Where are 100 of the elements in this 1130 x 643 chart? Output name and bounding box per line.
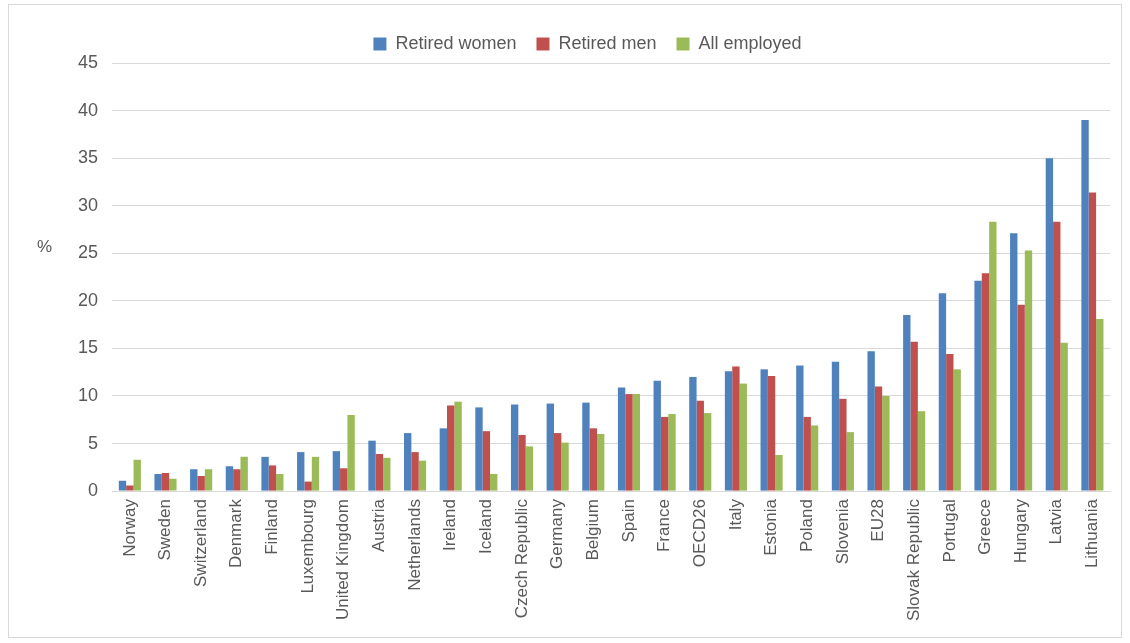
bar <box>261 456 269 491</box>
bar <box>589 428 597 491</box>
bar <box>989 221 997 491</box>
y-axis-title: % <box>37 236 53 256</box>
x-tick-label: Austria <box>369 498 389 553</box>
bar <box>1053 221 1061 491</box>
bar <box>775 454 783 491</box>
bar <box>974 280 982 491</box>
bar <box>240 456 248 491</box>
x-tick-label: Greece <box>975 499 995 555</box>
x-tick-label: France <box>654 499 674 553</box>
bar <box>454 401 462 491</box>
bar <box>482 431 491 491</box>
y-tick-label: 20 <box>77 289 99 310</box>
bar <box>1060 342 1068 491</box>
bar <box>197 475 205 491</box>
x-tick-label: Estonia <box>761 498 781 556</box>
bar <box>276 473 284 491</box>
bar <box>510 404 519 491</box>
bar <box>689 376 697 491</box>
x-tick-label: Slovenia <box>832 498 852 565</box>
bar <box>561 442 569 491</box>
bar <box>439 428 448 491</box>
x-tick-label: Luxembourg <box>297 499 317 594</box>
bar <box>1045 158 1054 491</box>
bar <box>169 478 177 491</box>
x-tick-label: Spain <box>618 499 638 543</box>
x-tick-label: Netherlands <box>404 499 424 591</box>
bar <box>696 400 704 491</box>
bar <box>839 398 847 491</box>
x-tick-label: Latvia <box>1046 498 1066 545</box>
x-tick-label: Germany <box>547 498 567 570</box>
bar <box>518 434 526 491</box>
x-tick-label: Slovak Republic <box>903 498 923 622</box>
x-tick-label: Belgium <box>583 499 602 561</box>
y-tick-label: 5 <box>88 432 99 453</box>
bar <box>732 366 740 491</box>
bar <box>447 405 455 491</box>
bar <box>668 414 676 491</box>
x-tick-label: Lithuania <box>1082 498 1102 569</box>
legend-label: All employed <box>698 32 802 53</box>
bar <box>653 380 661 491</box>
legend-label: Retired men <box>558 32 657 53</box>
bar <box>981 273 990 491</box>
bar <box>625 394 633 491</box>
bar <box>917 411 926 491</box>
x-tick-label: Portugal <box>939 499 959 563</box>
bar <box>1024 250 1033 491</box>
bar <box>225 466 234 491</box>
bar <box>953 369 961 491</box>
bar <box>233 469 241 491</box>
x-tick-label: Italy <box>725 498 745 531</box>
x-tick-label: United Kingdom <box>333 499 353 621</box>
bar <box>760 369 768 491</box>
bar <box>938 293 947 491</box>
bar <box>404 433 412 491</box>
bar <box>910 341 918 491</box>
y-tick-label: 25 <box>77 242 99 263</box>
x-tick-label: Norway <box>119 498 139 557</box>
y-tick-label: 40 <box>77 99 99 120</box>
bar <box>368 440 376 491</box>
bar <box>874 386 883 491</box>
bar <box>810 425 819 491</box>
y-tick-label: 10 <box>77 384 99 405</box>
bar <box>311 456 320 491</box>
bar <box>724 371 733 491</box>
y-tick-label: 0 <box>88 480 99 501</box>
bar <box>118 480 127 491</box>
bar <box>617 387 626 491</box>
x-tick-label: Switzerland <box>190 499 210 587</box>
bar <box>803 416 811 491</box>
bar <box>1010 233 1018 491</box>
x-tick-label: Poland <box>796 499 816 553</box>
bar <box>946 354 954 491</box>
bar <box>204 469 213 491</box>
bar <box>126 485 134 491</box>
bar <box>332 451 341 491</box>
bar <box>161 473 170 491</box>
bar <box>553 433 562 491</box>
bar <box>703 413 712 491</box>
y-tick-label: 35 <box>77 147 99 168</box>
bar <box>739 383 747 491</box>
x-tick-label: EU28 <box>868 499 888 542</box>
bar <box>767 375 776 491</box>
bar <box>418 460 427 491</box>
bar <box>632 394 641 491</box>
bar <box>525 446 534 491</box>
bar <box>1017 304 1025 491</box>
bar <box>347 415 355 491</box>
bar <box>268 465 277 491</box>
bar <box>596 434 605 491</box>
x-tick-label: Ireland <box>440 499 460 552</box>
y-tick-label: 30 <box>77 194 99 215</box>
bar <box>490 473 498 491</box>
bar <box>1096 318 1104 491</box>
bar <box>375 454 384 491</box>
bar <box>154 473 162 491</box>
y-tick-label: 45 <box>77 51 99 72</box>
bar <box>304 481 312 491</box>
bar <box>582 402 590 491</box>
